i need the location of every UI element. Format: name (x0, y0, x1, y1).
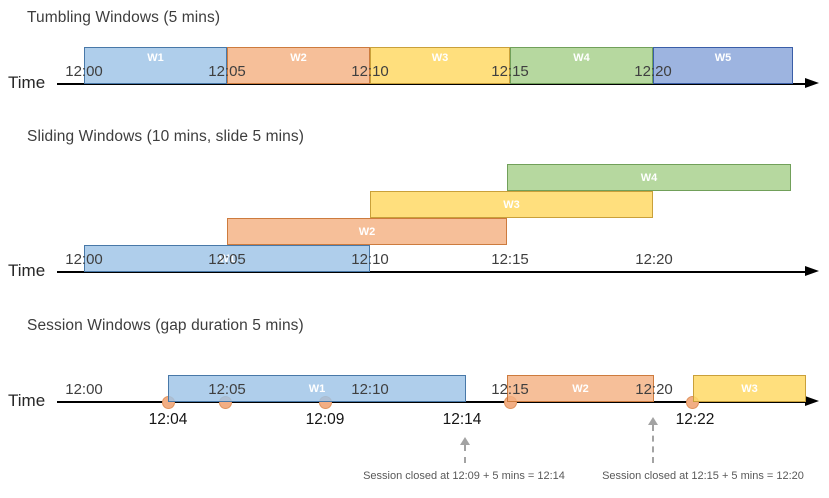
window-label: W1 (308, 383, 326, 395)
tick-label: 12:00 (65, 381, 103, 398)
window-label: W2 (358, 226, 376, 238)
window-box-tumbling-w2: W2 (227, 47, 370, 84)
time-axis-line-sliding (57, 271, 806, 273)
dashed-up-arrow-icon (648, 417, 658, 425)
sliding-windows-title: Sliding Windows (10 mins, slide 5 mins) (27, 128, 304, 145)
time-axis-arrowhead-icon (805, 78, 819, 88)
window-box-session-w1: W1 (168, 375, 466, 402)
window-box-sliding-w4: W4 (507, 164, 791, 191)
window-label: W4 (573, 52, 590, 64)
tick-label: 12:20 (635, 381, 673, 398)
window-label: W3 (741, 383, 758, 395)
tick-label: 12:20 (635, 251, 673, 268)
window-label: W2 (290, 52, 307, 64)
window-label: W5 (714, 52, 732, 64)
window-box-tumbling-w3: W3 (370, 47, 510, 84)
dashed-arrow-line (652, 425, 654, 463)
tick-label: 12:15 (491, 381, 529, 398)
event-time-label: 12:04 (148, 411, 188, 428)
window-box-tumbling-w4: W4 (510, 47, 653, 84)
time-axis-line-session (57, 401, 806, 403)
tick-label: 12:05 (208, 381, 246, 398)
time-axis-label: Time (8, 261, 46, 280)
time-axis-arrowhead-icon (805, 396, 819, 406)
window-box-sliding-w3: W3 (370, 191, 653, 218)
time-axis-label: Time (8, 73, 46, 92)
tick-label: 12:15 (491, 63, 529, 80)
time-axis-line-tumbling (57, 83, 806, 85)
window-box-sliding-w2: W2 (227, 218, 507, 245)
dashed-up-arrow-icon (460, 437, 470, 445)
window-label: W1 (147, 52, 164, 64)
tick-label: 12:00 (65, 63, 103, 80)
window-box-session-w3: W3 (693, 375, 806, 402)
window-box-sliding-w1: W1 (84, 245, 370, 272)
event-time-label: 12:22 (675, 411, 715, 428)
time-axis-arrowhead-icon (805, 266, 819, 276)
time-axis-label: Time (8, 391, 46, 410)
dashed-arrow-line (464, 445, 466, 463)
tick-label: 12:05 (208, 63, 246, 80)
tick-label: 12:05 (208, 251, 246, 268)
window-box-tumbling-w1: W1 (84, 47, 227, 84)
window-label: W3 (503, 199, 520, 211)
tick-label: 12:15 (491, 251, 529, 268)
window-label: W1 (218, 253, 236, 265)
tick-label: 12:20 (634, 63, 672, 80)
event-time-label: 12:14 (442, 411, 482, 428)
tick-label: 12:10 (351, 251, 389, 268)
session-closed-annotation: Session closed at 12:15 + 5 mins = 12:20 (602, 470, 804, 482)
window-label: W4 (640, 172, 658, 184)
event-time-label: 12:09 (305, 411, 345, 428)
window-label: W3 (431, 52, 449, 64)
session-closed-annotation: Session closed at 12:09 + 5 mins = 12:14 (363, 470, 565, 482)
session-windows-title: Session Windows (gap duration 5 mins) (27, 317, 304, 334)
tick-label: 12:00 (65, 251, 103, 268)
window-box-tumbling-w5: W5 (653, 47, 793, 84)
tumbling-windows-title: Tumbling Windows (5 mins) (27, 9, 221, 26)
tick-label: 12:10 (351, 63, 389, 80)
window-label: W2 (572, 383, 589, 395)
tick-label: 12:10 (351, 381, 389, 398)
window-box-session-w2: W2 (507, 375, 654, 402)
